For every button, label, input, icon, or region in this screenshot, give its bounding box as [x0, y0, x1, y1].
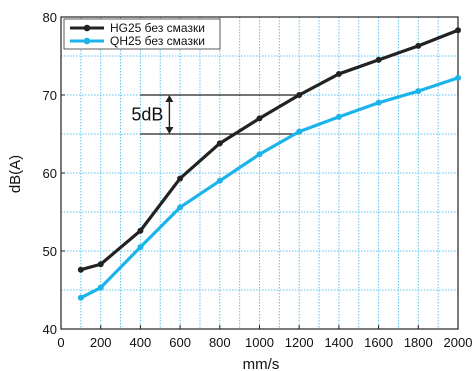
y-tick-label: 70 — [43, 88, 57, 103]
x-tick-label: 1200 — [285, 335, 314, 350]
x-tick-label: 0 — [57, 335, 64, 350]
series-point-1 — [77, 266, 84, 273]
legend-swatch-dot-1 — [83, 24, 91, 32]
series-point-1 — [415, 42, 422, 49]
series-point-1 — [375, 56, 382, 63]
x-tick-label: 1000 — [245, 335, 274, 350]
x-tick-label: 2000 — [444, 335, 473, 350]
series-point-2 — [455, 74, 461, 81]
y-tick-label: 80 — [43, 10, 57, 25]
x-tick-label: 1800 — [404, 335, 433, 350]
series-point-2 — [335, 113, 342, 120]
series-point-1 — [455, 27, 461, 34]
series-point-1 — [216, 140, 223, 147]
x-tick-label: 600 — [169, 335, 191, 350]
y-tick-label: 50 — [43, 244, 57, 259]
series-point-1 — [256, 115, 263, 122]
series-point-2 — [137, 244, 144, 251]
x-tick-label: 200 — [90, 335, 112, 350]
x-tick-label: 800 — [209, 335, 231, 350]
annotation-arrow-head-up — [165, 95, 174, 102]
series-point-2 — [415, 88, 422, 95]
series-group — [77, 27, 461, 301]
series-point-2 — [375, 99, 382, 106]
y-tick-label: 40 — [43, 322, 57, 337]
series-point-1 — [177, 175, 184, 182]
series-point-2 — [77, 294, 84, 301]
y-tick-label: 60 — [43, 166, 57, 181]
legend-swatch-dot-2 — [83, 37, 91, 45]
annotation-group: 5dB — [131, 94, 300, 135]
series-point-2 — [97, 284, 104, 291]
x-tick-label: 1600 — [364, 335, 393, 350]
legend-box — [63, 18, 221, 50]
annotation-arrow-head-down — [165, 127, 174, 134]
series-point-1 — [335, 70, 342, 77]
x-tick-label: 1400 — [324, 335, 353, 350]
series-point-2 — [296, 128, 303, 135]
series-point-1 — [97, 261, 104, 268]
x-tick-label: 400 — [130, 335, 152, 350]
grid — [61, 17, 458, 329]
series-point-2 — [216, 177, 223, 184]
series-point-1 — [296, 92, 303, 98]
series-point-2 — [256, 151, 263, 158]
legend-label-1: HG25 без смазки — [110, 21, 205, 35]
series-point-2 — [177, 204, 184, 211]
annotation-label: 5dB — [131, 105, 163, 125]
y-axis-label: dB(A) — [7, 155, 24, 193]
tick-labels: 0 200 400 600 800 1000 1200 1400 1600 1800 2000 40 5… — [43, 10, 473, 350]
legend-label-2: QH25 без смазки — [110, 34, 205, 48]
series-point-1 — [137, 227, 144, 234]
axes — [60, 16, 459, 330]
x-axis-label: mm/s — [243, 356, 280, 371]
